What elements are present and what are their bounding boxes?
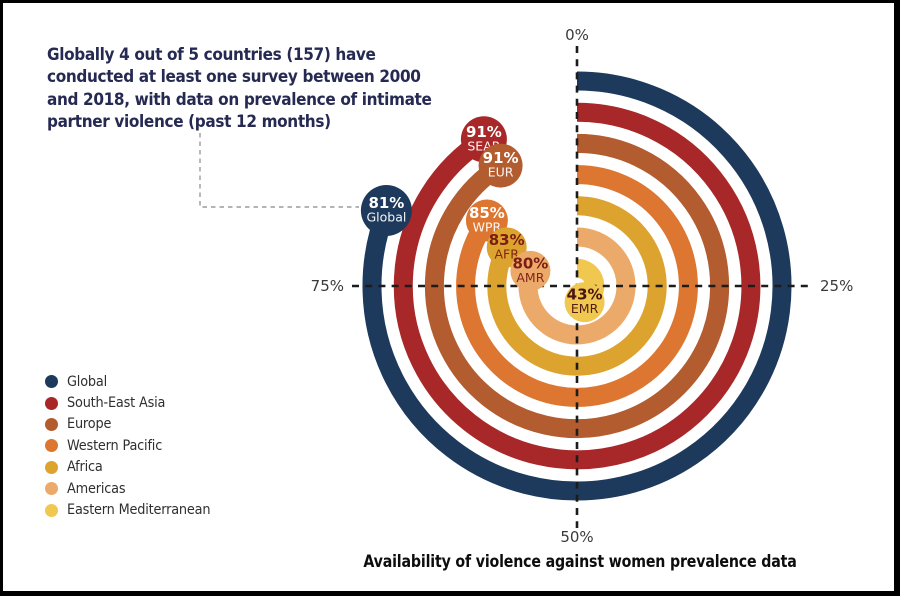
bubble-label-Global: 81% Global — [366, 194, 406, 225]
bubble-Global — [360, 185, 412, 236]
legend-dot-EUR — [45, 417, 58, 431]
chart-caption: Availability of violence against women p… — [363, 552, 797, 571]
axis-tick-bottom: 50% — [560, 528, 593, 546]
bubble-label-AMR: 80% AMR — [512, 254, 548, 285]
legend-label: South-East Asia — [67, 395, 166, 412]
legend-label: Eastern Mediterranean — [67, 502, 211, 519]
arc-Global — [362, 71, 792, 501]
legend-dot-EMR — [45, 503, 58, 517]
legend-label: Africa — [67, 459, 103, 476]
arc-AMR — [518, 227, 636, 345]
bubble-label-EUR: 91% EUR — [483, 149, 519, 180]
legend-label: Global — [67, 373, 107, 390]
headline-line-2: conducted at least one survey between 20… — [47, 67, 421, 88]
arc-EUR — [424, 133, 730, 439]
legend-item: Europe — [45, 414, 223, 435]
legend-item: Americas — [45, 478, 223, 499]
legend-label: Americas — [67, 480, 126, 497]
legend-item: South-East Asia — [45, 392, 223, 413]
headline: Globally 4 out of 5 countries (157) have… — [47, 44, 432, 134]
bubble-label-WPR: 85% WPR — [469, 204, 505, 235]
legend-item: Eastern Mediterranean — [45, 499, 223, 520]
arc-AFR — [487, 196, 667, 376]
headline-line-4: partner violence (past 12 months) — [47, 112, 331, 133]
bubble-label-EMR: 43% EMR — [567, 286, 603, 317]
legend-dot-Global — [45, 375, 58, 389]
legend-dot-AMR — [45, 482, 58, 496]
axis-tick-top: 0% — [565, 26, 589, 44]
bubble-EUR — [478, 143, 523, 188]
axis-tick-right: 25% — [820, 277, 853, 295]
legend: Global South-East Asia Europe Western Pacif… — [45, 371, 223, 521]
headline-line-1: Globally 4 out of 5 countries (157) have — [47, 45, 376, 65]
axis-tick-left: 75% — [311, 277, 344, 295]
headline-line-3: and 2018, with data on prevalence of int… — [47, 89, 432, 110]
bubble-AMR — [510, 250, 551, 291]
bubble-label-AFR: 83% AFR — [489, 231, 525, 262]
arc-WPR — [456, 165, 698, 407]
legend-item: Western Pacific — [45, 435, 223, 456]
legend-item: Global — [45, 371, 223, 392]
callout-connector — [199, 133, 359, 208]
legend-label: Europe — [67, 416, 112, 433]
legend-dot-AFR — [45, 460, 58, 474]
arc-SEAR — [393, 102, 761, 470]
bubble-EMR — [564, 282, 605, 323]
legend-dot-SEAR — [45, 396, 58, 410]
legend-label: Western Pacific — [67, 437, 163, 454]
legend-dot-WPR — [45, 439, 58, 453]
legend-item: Africa — [45, 457, 223, 478]
